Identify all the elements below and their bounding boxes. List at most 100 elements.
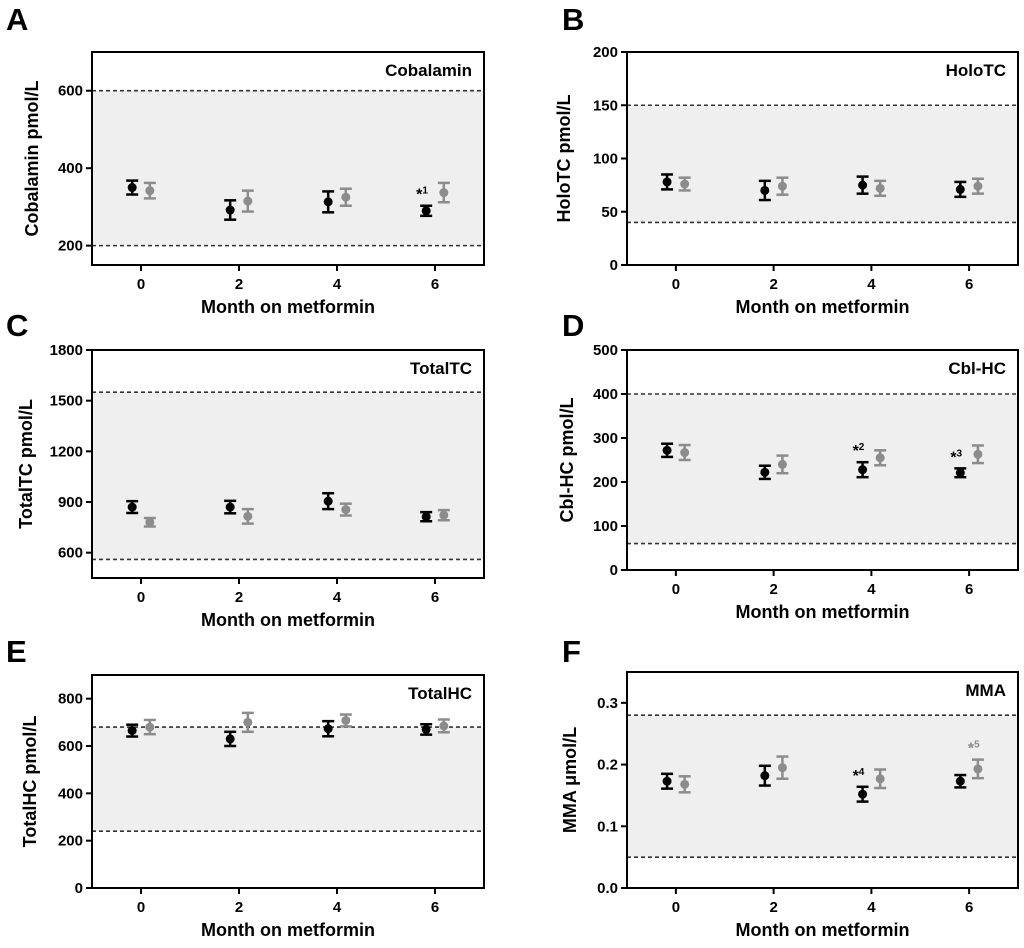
x-tick-label: 4	[333, 899, 342, 916]
annotation-star: *	[416, 187, 423, 204]
significance-annotation: *1	[416, 186, 428, 204]
y-tick-label: 200	[593, 44, 618, 61]
y-tick-label: 400	[58, 785, 83, 802]
reference-range-band	[627, 715, 1018, 858]
panel-letter: D	[562, 308, 584, 343]
data-point	[127, 726, 137, 736]
y-axis-label: Cobalamin pmol/L	[22, 80, 42, 236]
y-tick-label: 1800	[50, 342, 83, 359]
chart-panel-e: E TotalHC 0 200 400 600 800 0 2 4 6 Month on metfor…	[6, 634, 485, 940]
data-point	[225, 734, 235, 744]
y-tick-label: 200	[58, 238, 83, 255]
chart-panel-d: D Cbl-HC 0 100 200 300 400 500 0 2 4 6 Month on metf…	[557, 308, 1019, 622]
panel-letter: C	[6, 308, 28, 343]
y-tick-label: 0.3	[597, 695, 618, 712]
data-point	[127, 502, 137, 512]
data-point	[323, 724, 333, 734]
y-tick-label: 1500	[50, 393, 83, 410]
x-axis-label: Month on metformin	[736, 297, 910, 317]
chart-title: TotalHC	[408, 684, 472, 703]
annotation-superscript: 1	[422, 186, 428, 197]
y-tick-label: 400	[593, 386, 618, 403]
y-tick-label: 300	[593, 430, 618, 447]
annotation-superscript: 3	[957, 448, 963, 459]
x-tick-label: 0	[672, 581, 680, 598]
data-point	[955, 468, 965, 478]
x-tick-label: 6	[965, 581, 973, 598]
significance-annotation: *3	[950, 448, 962, 466]
plot-frame	[626, 349, 1019, 571]
x-axis-label: Month on metformin	[736, 920, 910, 940]
x-tick-label: 6	[965, 899, 973, 916]
y-axis-label: TotalTC pmol/L	[16, 399, 36, 529]
y-tick-label: 400	[58, 160, 83, 177]
data-point	[760, 771, 770, 781]
chart-panel-f: F MMA 0.0 0.1 0.2 0.3 0 2 4 6 Month on metformin MM…	[560, 634, 1019, 940]
annotation-superscript: 2	[859, 442, 865, 453]
data-point	[777, 181, 787, 191]
x-tick-label: 4	[867, 899, 876, 916]
x-tick-label: 4	[867, 581, 876, 598]
data-point	[439, 510, 449, 520]
annotation-star: *	[950, 449, 957, 466]
x-tick-label: 2	[769, 899, 777, 916]
data-point	[323, 496, 333, 506]
plot-frame	[91, 349, 485, 579]
data-point	[243, 717, 253, 727]
data-point	[341, 715, 351, 725]
y-axis-label: MMA μmol/L	[560, 727, 580, 833]
data-point	[662, 445, 672, 455]
chart-panel-b: B HoloTC 0 50 100 150 200 0 2 4 6 Month on metformi…	[554, 2, 1019, 317]
data-point	[680, 179, 690, 189]
data-point	[973, 449, 983, 459]
plot-frame	[91, 674, 485, 889]
data-point	[225, 502, 235, 512]
x-axis-label: Month on metformin	[201, 610, 375, 630]
y-tick-label: 0	[75, 880, 83, 897]
y-tick-label: 900	[58, 494, 83, 511]
data-point	[145, 186, 155, 196]
data-point	[973, 764, 983, 774]
y-tick-label: 100	[593, 518, 618, 535]
panel-letter: F	[562, 634, 581, 669]
y-tick-label: 50	[601, 204, 618, 221]
data-point	[662, 776, 672, 786]
y-tick-label: 600	[58, 738, 83, 755]
chart-title: HoloTC	[946, 61, 1006, 80]
x-tick-label: 0	[672, 899, 680, 916]
data-point	[955, 184, 965, 194]
data-point	[875, 453, 885, 463]
data-point	[439, 721, 449, 731]
data-point	[127, 183, 137, 193]
annotation-superscript: 5	[974, 740, 980, 751]
x-tick-label: 2	[235, 589, 243, 606]
chart-panel-c: C TotalTC 600 900 1200 1500 1800 0 2 4 6 Month on m…	[6, 308, 485, 630]
x-tick-label: 6	[431, 899, 439, 916]
y-tick-label: 0	[610, 562, 618, 579]
x-tick-label: 6	[431, 276, 439, 293]
panel-letter: E	[6, 634, 27, 669]
x-tick-label: 4	[333, 589, 342, 606]
data-point	[662, 177, 672, 187]
data-point	[760, 467, 770, 477]
y-tick-label: 600	[58, 83, 83, 100]
data-point	[341, 192, 351, 202]
reference-range-band	[92, 392, 484, 560]
x-tick-label: 0	[137, 276, 145, 293]
y-axis-label: TotalHC pmol/L	[20, 716, 40, 848]
x-tick-label: 6	[965, 276, 973, 293]
data-point	[145, 722, 155, 732]
data-point	[341, 505, 351, 515]
chart-title: Cobalamin	[385, 61, 472, 80]
significance-annotation: *5	[968, 740, 980, 758]
panel-letter: B	[562, 2, 584, 37]
y-tick-label: 0.1	[597, 818, 618, 835]
chart-panel-a: A Cobalamin 200 400 600 0 2 4 6 Month on metformi…	[6, 2, 485, 317]
y-tick-label: 600	[58, 545, 83, 562]
data-point	[875, 774, 885, 784]
y-tick-label: 1200	[50, 443, 83, 460]
x-tick-label: 4	[867, 276, 876, 293]
x-tick-label: 0	[672, 276, 680, 293]
y-tick-label: 0.2	[597, 757, 618, 774]
